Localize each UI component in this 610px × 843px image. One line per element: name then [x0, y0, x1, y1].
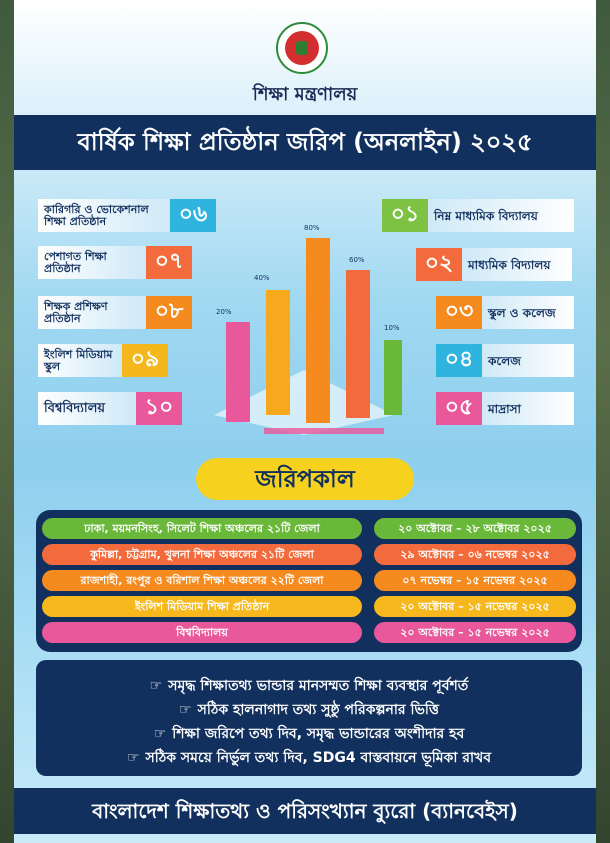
hand-point-icon: ☞: [179, 702, 192, 718]
message-text: সঠিক হালনাগাদ তথ্য সুষ্ঠু পরিকল্পনার ভিত…: [197, 702, 439, 718]
message-line: ☞ সঠিক হালনাগাদ তথ্য সুষ্ঠু পরিকল্পনার ভি…: [36, 698, 582, 722]
institution-label: মাধ্যমিক বিদ্যালয়: [462, 248, 572, 281]
institution-item: ০১ নিম্ন মাধ্যমিক বিদ্যালয়: [382, 199, 574, 232]
chart-bar: [346, 270, 370, 418]
chart-bar: [384, 340, 402, 415]
institution-number: ০২: [416, 248, 462, 281]
institution-number: ০৬: [170, 199, 216, 232]
decorative-bar-chart: 80% 60% 40% 20% 10%: [214, 224, 402, 435]
chart-base: [214, 370, 394, 435]
institution-label: নিম্ন মাধ্যমিক বিদ্যালয়: [428, 199, 574, 232]
message-text: সঠিক সময়ে নির্ভুল তথ্য দিব, SDG4 বাস্তব…: [145, 750, 492, 766]
institution-number: ১০: [136, 392, 182, 425]
institution-label: শিক্ষক প্রশিক্ষণ প্রতিষ্ঠান: [38, 296, 146, 329]
government-seal-icon: [276, 22, 328, 74]
institution-item: কারিগরি ও ভোকেশনাল শিক্ষা প্রতিষ্ঠান ০৬: [38, 199, 216, 232]
schedule-area: ইংলিশ মিডিয়াম শিক্ষা প্রতিষ্ঠান: [42, 596, 362, 617]
chart-bar: [226, 322, 250, 422]
institution-item: ইংলিশ মিডিয়াম স্কুল ০৯: [38, 344, 168, 377]
message-text: সমৃদ্ধ শিক্ষাতথ্য ভান্ডার মানসম্মত শিক্ষ…: [168, 678, 469, 694]
schedule-row: ইংলিশ মিডিয়াম শিক্ষা প্রতিষ্ঠান ২০ অক্ট…: [42, 596, 576, 617]
schedule-dates: ২০ অক্টোবর – ২৮ অক্টোবর ২০২৫: [374, 518, 576, 539]
message-line: ☞ সঠিক সময়ে নির্ভুল তথ্য দিব, SDG4 বাস্ত…: [36, 746, 582, 770]
institution-number: ০৫: [436, 392, 482, 425]
schedule-area: ঢাকা, ময়মনসিংহ, সিলেট শিক্ষা অঞ্চলের ২১…: [42, 518, 362, 539]
schedule-dates: ২০ অক্টোবর – ১৫ নভেম্বর ২০২৫: [374, 622, 576, 643]
chart-annotation: 10%: [384, 324, 400, 332]
institution-number: ০৩: [436, 296, 482, 329]
institution-label: কলেজ: [482, 344, 574, 377]
schedule-panel: ঢাকা, ময়মনসিংহ, সিলেট শিক্ষা অঞ্চলের ২১…: [36, 510, 582, 652]
institution-item: ০৫ মাদ্রাসা: [436, 392, 574, 425]
survey-poster: শিক্ষা মন্ত্রণালয় বার্ষিক শিক্ষা প্রতিষ…: [14, 0, 596, 843]
message-panel: ☞ সমৃদ্ধ শিক্ষাতথ্য ভান্ডার মানসম্মত শিক্…: [36, 660, 582, 776]
chart-annotation: 20%: [216, 308, 232, 316]
institution-number: ০৪: [436, 344, 482, 377]
chart-bar: [266, 290, 290, 415]
institution-item: ০২ মাধ্যমিক বিদ্যালয়: [416, 248, 572, 281]
chart-annotation: 40%: [254, 274, 270, 282]
schedule-row: বিশ্ববিদ্যালয় ২০ অক্টোবর – ১৫ নভেম্বর ২…: [42, 622, 576, 643]
institution-label: কারিগরি ও ভোকেশনাল শিক্ষা প্রতিষ্ঠান: [38, 199, 170, 232]
chart-legend-strip: [264, 428, 384, 434]
hand-point-icon: ☞: [153, 726, 167, 742]
schedule-dates: ০৭ নভেম্বর – ১৫ নভেম্বর ২০২৫: [374, 570, 576, 591]
ministry-name: শিক্ষা মন্ত্রণালয়: [252, 84, 358, 105]
schedule-dates: ২৯ অক্টোবর – ০৬ নভেম্বর ২০২৫: [374, 544, 576, 565]
schedule-row: কুমিল্লা, চট্টগ্রাম, খুলনা শিক্ষা অঞ্চলে…: [42, 544, 576, 565]
institution-number: ০৭: [146, 246, 192, 279]
hand-point-icon: ☞: [126, 750, 140, 766]
schedule-area: রাজশাহী, রংপুর ও বরিশাল শিক্ষা অঞ্চলের ২…: [42, 570, 362, 591]
institution-item: পেশাগত শিক্ষা প্রতিষ্ঠান ০৭: [38, 246, 192, 279]
chart-bar: [306, 238, 330, 423]
survey-period-title: জরিপকাল: [196, 458, 414, 500]
institution-item: ০৪ কলেজ: [436, 344, 574, 377]
message-line: ☞ শিক্ষা জরিপে তথ্য দিব, সমৃদ্ধ ভান্ডারের…: [36, 722, 582, 746]
institution-label: বিশ্ববিদ্যালয়: [38, 392, 136, 425]
hand-point-icon: ☞: [149, 678, 163, 694]
organization-footer: বাংলাদেশ শিক্ষাতথ্য ও পরিসংখ্যান ব্যুরো …: [14, 788, 596, 834]
institution-item: শিক্ষক প্রশিক্ষণ প্রতিষ্ঠান ০৮: [38, 296, 192, 329]
institution-item: ০৩ স্কুল ও কলেজ: [436, 296, 574, 329]
schedule-area: কুমিল্লা, চট্টগ্রাম, খুলনা শিক্ষা অঞ্চলে…: [42, 544, 362, 565]
chart-annotation: 80%: [304, 224, 320, 232]
schedule-row: ঢাকা, ময়মনসিংহ, সিলেট শিক্ষা অঞ্চলের ২১…: [42, 518, 576, 539]
institution-label: পেশাগত শিক্ষা প্রতিষ্ঠান: [38, 246, 146, 279]
institution-number: ০১: [382, 199, 428, 232]
schedule-dates: ২০ অক্টোবর – ১৫ নভেম্বর ২০২৫: [374, 596, 576, 617]
poster-title: বার্ষিক শিক্ষা প্রতিষ্ঠান জরিপ (অনলাইন) …: [14, 115, 596, 170]
institution-number: ০৮: [146, 296, 192, 329]
message-text: শিক্ষা জরিপে তথ্য দিব, সমৃদ্ধ ভান্ডারের …: [172, 726, 465, 742]
message-line: ☞ সমৃদ্ধ শিক্ষাতথ্য ভান্ডার মানসম্মত শিক্…: [36, 674, 582, 698]
institution-label: স্কুল ও কলেজ: [482, 296, 574, 329]
institution-number: ০৯: [122, 344, 168, 377]
institution-item: বিশ্ববিদ্যালয় ১০: [38, 392, 182, 425]
chart-annotation: 60%: [349, 256, 365, 264]
institution-label: মাদ্রাসা: [482, 392, 574, 425]
schedule-row: রাজশাহী, রংপুর ও বরিশাল শিক্ষা অঞ্চলের ২…: [42, 570, 576, 591]
institution-label: ইংলিশ মিডিয়াম স্কুল: [38, 344, 122, 377]
schedule-area: বিশ্ববিদ্যালয়: [42, 622, 362, 643]
